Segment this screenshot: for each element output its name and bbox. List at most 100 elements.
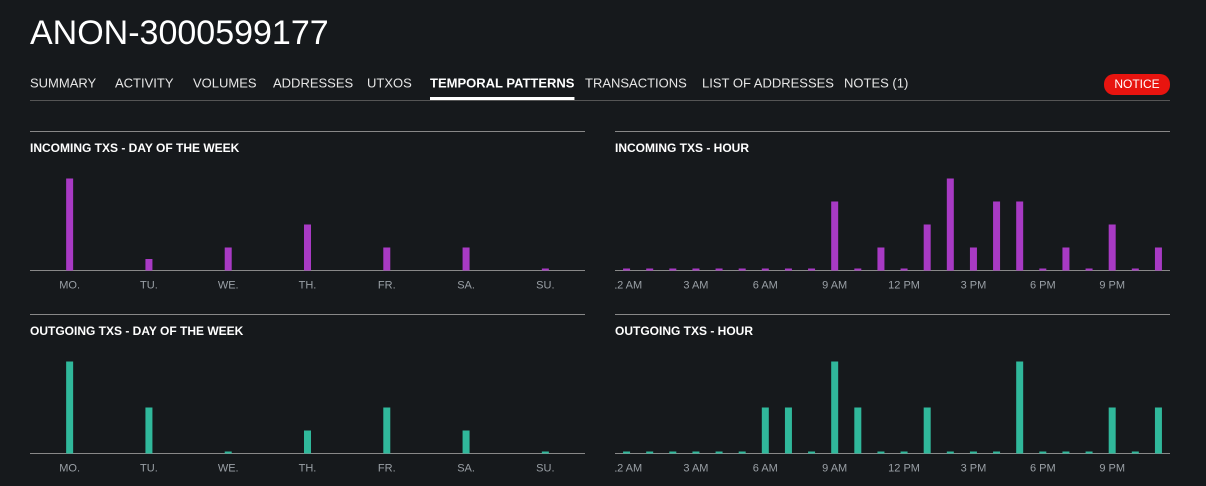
- bar: [1016, 201, 1024, 271]
- bar: [66, 178, 74, 271]
- x-tick-label: 3 PM: [961, 279, 987, 291]
- x-tick-label: 6 AM: [753, 462, 778, 474]
- bar: [808, 451, 816, 454]
- bar: [738, 268, 746, 271]
- chart-title: INCOMING TXS - DAY OF THE WEEK: [30, 141, 240, 155]
- bar: [993, 451, 1001, 454]
- bar: [854, 407, 862, 454]
- bar: [831, 361, 839, 454]
- x-tick-label: 12 PM: [888, 279, 920, 291]
- bar: [946, 451, 954, 454]
- x-tick-label: 12 PM: [888, 462, 920, 474]
- bar: [1062, 247, 1070, 271]
- x-tick-label: SU.: [536, 462, 554, 474]
- bar: [784, 268, 792, 271]
- x-tick-label: FR.: [378, 279, 396, 291]
- x-tick-label: WE.: [218, 279, 239, 291]
- x-tick-label: 6 AM: [753, 279, 778, 291]
- nav-tab[interactable]: TEMPORAL PATTERNS: [430, 75, 575, 90]
- bar: [224, 247, 232, 271]
- x-tick-label: 6 PM: [1030, 462, 1056, 474]
- x-tick-label: TU.: [140, 279, 158, 291]
- bar: [1085, 451, 1093, 454]
- x-tick-label: SA.: [457, 462, 475, 474]
- x-tick-label: 9 AM: [822, 279, 847, 291]
- x-tick-label: MO.: [59, 462, 80, 474]
- bar: [761, 268, 769, 271]
- bar: [1085, 268, 1093, 271]
- x-tick-label: TU.: [140, 462, 158, 474]
- nav-tab[interactable]: UTXOS: [367, 75, 412, 90]
- bar: [923, 224, 931, 271]
- bar: [304, 224, 311, 271]
- nav-tab[interactable]: SUMMARY: [30, 75, 97, 90]
- bar: [145, 407, 153, 454]
- bar: [646, 451, 654, 454]
- bar: [462, 247, 470, 271]
- bar: [224, 451, 232, 454]
- nav-tab[interactable]: NOTES (1): [844, 75, 908, 90]
- x-tick-label: 12 AM: [611, 462, 642, 474]
- notice-label[interactable]: NOTICE: [1114, 77, 1159, 91]
- nav-tab[interactable]: LIST OF ADDRESSES: [702, 75, 834, 90]
- bar: [623, 451, 631, 454]
- x-tick-label: FR.: [378, 462, 396, 474]
- chart-title: OUTGOING TXS - HOUR: [615, 324, 753, 338]
- bar: [715, 451, 723, 454]
- bar: [946, 178, 954, 271]
- notice-button[interactable]: [1104, 74, 1170, 95]
- bar: [1154, 407, 1162, 454]
- bar: [738, 451, 746, 454]
- bar: [669, 451, 677, 454]
- x-tick-label: 12 AM: [611, 279, 642, 291]
- bar: [761, 407, 769, 454]
- bar: [1154, 247, 1162, 271]
- bar: [1062, 451, 1070, 454]
- bar: [692, 268, 700, 271]
- bar: [923, 407, 931, 454]
- bar: [145, 259, 153, 271]
- nav-tab[interactable]: TRANSACTIONS: [585, 75, 687, 90]
- x-tick-label: WE.: [218, 462, 239, 474]
- bar: [1039, 268, 1047, 271]
- bar: [784, 407, 792, 454]
- bar: [1131, 268, 1139, 271]
- bar: [1039, 451, 1047, 454]
- x-tick-label: 9 PM: [1099, 462, 1125, 474]
- page-title: ANON-3000599177: [30, 14, 329, 52]
- nav-tab[interactable]: VOLUMES: [193, 75, 257, 90]
- x-tick-label: SU.: [536, 279, 554, 291]
- bar: [1131, 451, 1139, 454]
- bar: [462, 430, 470, 454]
- bar: [66, 361, 74, 454]
- x-tick-label: TH.: [299, 279, 317, 291]
- bar: [831, 201, 839, 271]
- chart-title: OUTGOING TXS - DAY OF THE WEEK: [30, 324, 244, 338]
- bar: [900, 268, 908, 271]
- x-tick-label: MO.: [59, 279, 80, 291]
- bar: [646, 268, 654, 271]
- bar: [541, 268, 549, 271]
- x-tick-label: 3 PM: [961, 462, 987, 474]
- x-tick-label: 3 AM: [683, 462, 708, 474]
- bar: [623, 268, 631, 271]
- nav-tab[interactable]: ACTIVITY: [115, 75, 174, 90]
- bar: [993, 201, 1001, 271]
- bar: [969, 451, 977, 454]
- x-tick-label: TH.: [299, 462, 317, 474]
- bar: [900, 451, 908, 454]
- bar: [854, 268, 862, 271]
- bar: [715, 268, 723, 271]
- x-tick-label: 3 AM: [683, 279, 708, 291]
- x-tick-label: 6 PM: [1030, 279, 1056, 291]
- nav-tab[interactable]: ADDRESSES: [273, 75, 354, 90]
- bar: [969, 247, 977, 271]
- bar: [1108, 407, 1116, 454]
- bar: [1108, 224, 1116, 271]
- bar: [692, 451, 700, 454]
- active-tab-underline: [430, 97, 575, 100]
- bar: [1016, 361, 1024, 454]
- x-tick-label: 9 PM: [1099, 279, 1125, 291]
- x-tick-label: SA.: [457, 279, 475, 291]
